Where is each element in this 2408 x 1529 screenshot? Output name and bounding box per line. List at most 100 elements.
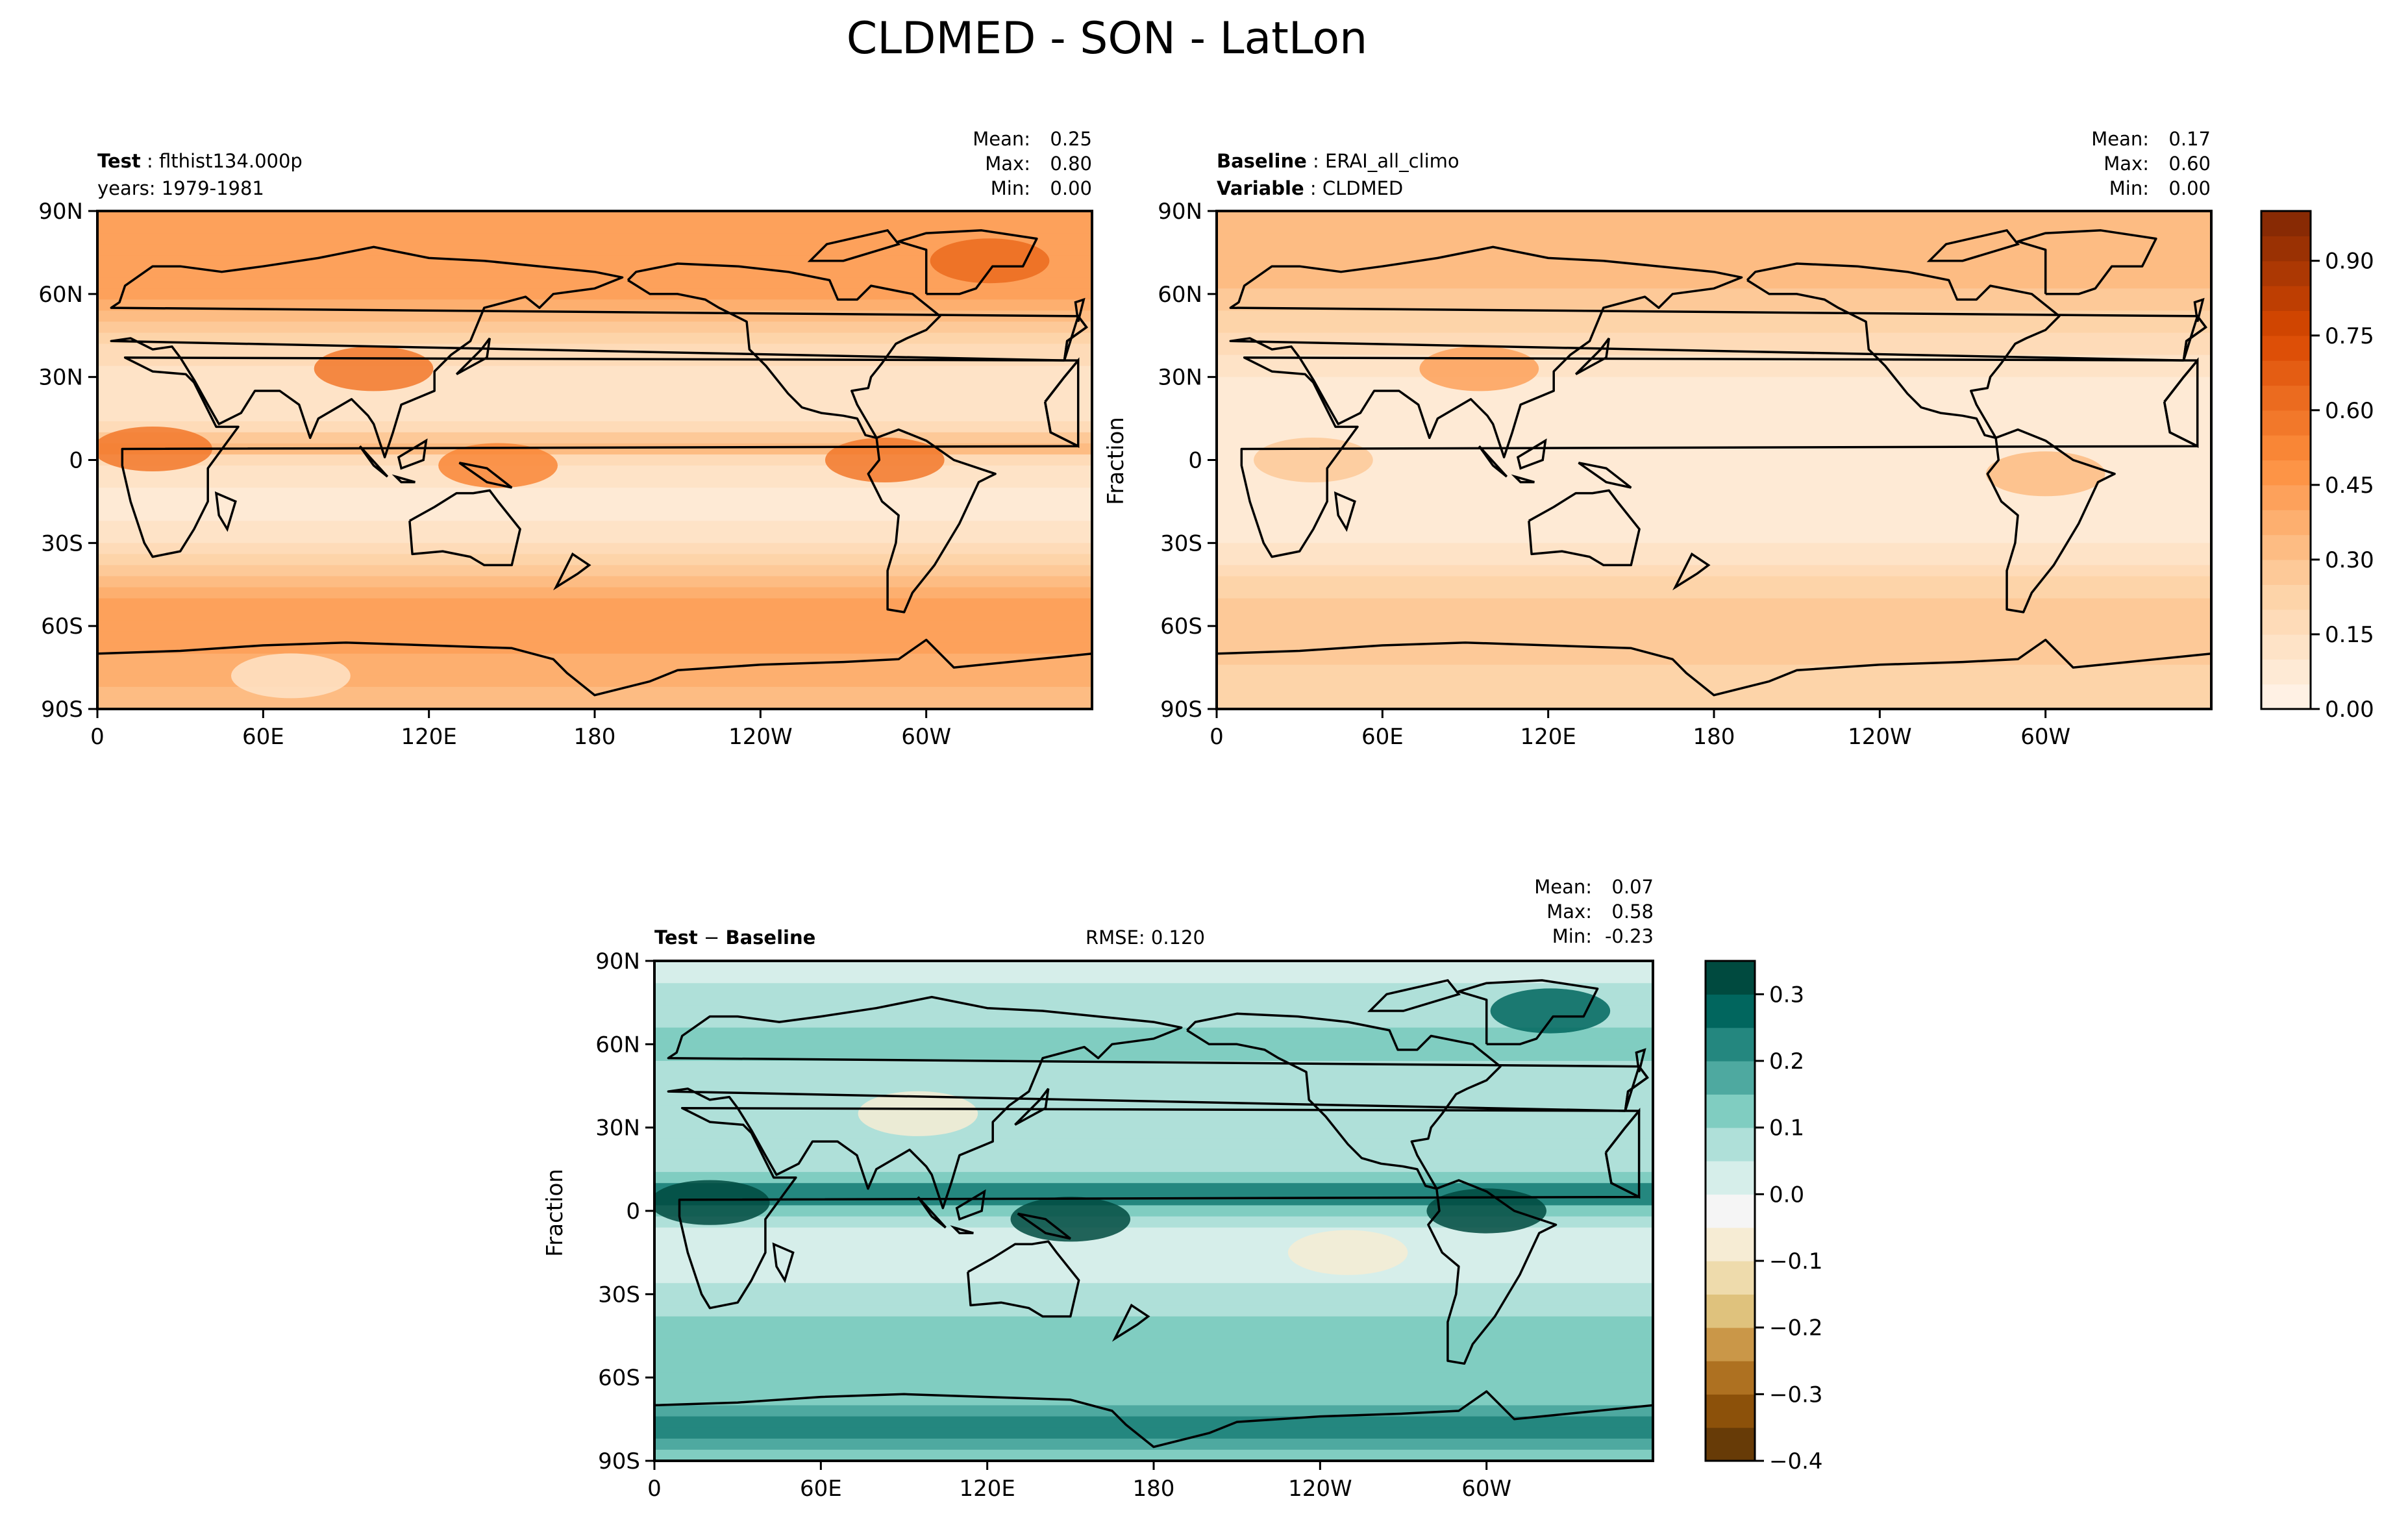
difference-colorbar-segment xyxy=(1706,1094,1755,1128)
test-island-outline xyxy=(807,229,901,262)
test-y-tick-label: 30S xyxy=(41,530,83,556)
difference-field-band xyxy=(654,1294,1653,1306)
difference-field-band xyxy=(654,1349,1653,1361)
baseline-colorbar-segment xyxy=(2261,410,2311,436)
test-field-feature xyxy=(825,438,945,482)
difference-field-band xyxy=(654,961,1653,973)
test-field-band xyxy=(97,609,1092,621)
baseline-field-band xyxy=(1217,211,2211,223)
baseline-field-band xyxy=(1217,421,2211,433)
baseline-colorbar-segment xyxy=(2261,360,2311,386)
test-stat-min-value: 0.00 xyxy=(1050,177,1092,199)
baseline-colorbar-frame xyxy=(2260,210,2312,710)
difference-field-band xyxy=(654,1416,1653,1428)
difference-coastline xyxy=(430,1180,558,1363)
baseline-island-outline xyxy=(1574,337,1611,375)
difference-header: Test − Baseline xyxy=(654,926,815,949)
difference-field-feature xyxy=(654,1180,770,1225)
baseline-field-band xyxy=(1217,620,2211,632)
difference-island-outline xyxy=(917,1196,947,1229)
baseline-field-band xyxy=(1217,466,2211,477)
baseline-colorbar-segment xyxy=(2261,584,2311,610)
baseline-field-band xyxy=(1217,521,2211,533)
baseline-header-line1: Baseline : ERAI_all_climo xyxy=(1217,150,1459,172)
test-field-band xyxy=(97,488,1092,499)
baseline-coastline xyxy=(1986,428,2116,614)
test-field-feature xyxy=(930,238,1050,284)
test-coastline xyxy=(408,489,521,567)
baseline-field-band xyxy=(1217,388,2211,400)
figure-title: CLDMED - SON - LatLon xyxy=(847,13,1367,64)
baseline-field-band xyxy=(1217,332,2211,345)
baseline-field-band xyxy=(1217,565,2211,577)
test-field-band xyxy=(97,631,1092,643)
difference-axes: 0 60E 120E 180 120W 60W 90N 60N 30N 0 30S 60S 90S xyxy=(595,949,1511,1502)
baseline-colorbar-segment xyxy=(2261,286,2311,311)
difference-field-band xyxy=(654,1083,1653,1095)
test-coastline xyxy=(97,653,98,655)
difference-field-band xyxy=(654,1216,1653,1228)
baseline-colorbar-segment xyxy=(2261,211,2311,236)
variable-label: Variable xyxy=(1217,177,1304,199)
baseline-y-tick-label: 60S xyxy=(1160,614,1202,640)
difference-field-band xyxy=(654,1316,1653,1328)
difference-field-band xyxy=(654,1183,1653,1195)
test-case-name: flthist134.000p xyxy=(159,150,303,172)
test-field-band xyxy=(97,598,1092,610)
baseline-field-band xyxy=(1217,532,2211,544)
baseline-stat-mean-label: Mean: xyxy=(2091,128,2149,150)
baseline-field-band xyxy=(1217,277,2211,290)
difference-x-tick-label: 60E xyxy=(800,1476,842,1502)
difference-colorbar-tick-label: 0.1 xyxy=(1769,1115,1804,1141)
baseline-colorbar-segment xyxy=(2261,385,2311,411)
test-coastline xyxy=(1043,357,1080,449)
difference-field-band xyxy=(654,1172,1653,1184)
test-coastline xyxy=(0,230,42,294)
baseline-y-axis-label: Fraction xyxy=(1103,417,1129,505)
baseline-field-feature xyxy=(1419,346,1539,392)
test-field-band xyxy=(97,642,1092,654)
difference-colorbar: 0.3 0.2 0.1 0.0 −0.1 −0.2 −0.3 −0.4 xyxy=(1704,960,1823,1474)
difference-field-band xyxy=(654,1038,1653,1050)
baseline-colorbar: 0.00 0.15 0.30 0.45 0.60 0.75 0.90 xyxy=(2260,210,2374,723)
test-field-band xyxy=(97,466,1092,477)
difference-x-tick-label: 0 xyxy=(647,1476,662,1502)
difference-field-band xyxy=(654,983,1653,995)
baseline-field-band xyxy=(1217,642,2211,654)
difference-colorbar-tick-label: 0.3 xyxy=(1769,982,1804,1008)
difference-map xyxy=(430,961,1653,1461)
baseline-coastline xyxy=(2017,229,2157,295)
baseline-panel: Baseline : ERAI_all_climo Variable : CLD… xyxy=(1103,128,2374,750)
difference-island-outline xyxy=(1635,1048,1646,1073)
baseline-coastline xyxy=(1217,638,2211,697)
difference-colorbar-segment xyxy=(1706,1427,1755,1461)
test-years: years: 1979-1981 xyxy=(97,177,264,199)
baseline-field-band xyxy=(1217,686,2211,699)
baseline-field-band xyxy=(1217,343,2211,356)
test-stat-max-value: 0.80 xyxy=(1050,153,1092,175)
difference-field-feature xyxy=(1010,1197,1131,1242)
baseline-field-band xyxy=(1217,366,2211,378)
difference-field-feature xyxy=(1426,1188,1546,1234)
test-coastline xyxy=(0,430,1,612)
difference-field-band xyxy=(654,1361,1653,1373)
difference-field-band xyxy=(654,1249,1653,1262)
difference-x-tick-label: 180 xyxy=(1133,1476,1175,1502)
test-field-band xyxy=(97,377,1092,389)
baseline-field-band xyxy=(1217,697,2211,709)
difference-field-band xyxy=(654,1072,1653,1084)
baseline-island-outline xyxy=(1516,438,1547,470)
baseline-field-band xyxy=(1217,554,2211,566)
baseline-field-band xyxy=(1217,576,2211,588)
difference-colorbar-segment xyxy=(1706,994,1755,1028)
difference-x-tick-label: 60W xyxy=(1461,1476,1511,1502)
baseline-x-tick-label: 0 xyxy=(1210,724,1224,750)
baseline-colorbar-segment xyxy=(2261,559,2311,585)
difference-stat-max-label: Max: xyxy=(1546,901,1592,923)
difference-y-tick-label: 0 xyxy=(626,1199,640,1224)
baseline-y-tick-label: 90S xyxy=(1160,697,1202,723)
difference-coastline xyxy=(1427,1179,1558,1365)
baseline-field-band xyxy=(1217,499,2211,510)
baseline-island-outline xyxy=(1334,491,1356,532)
baseline-field-band xyxy=(1217,454,2211,466)
